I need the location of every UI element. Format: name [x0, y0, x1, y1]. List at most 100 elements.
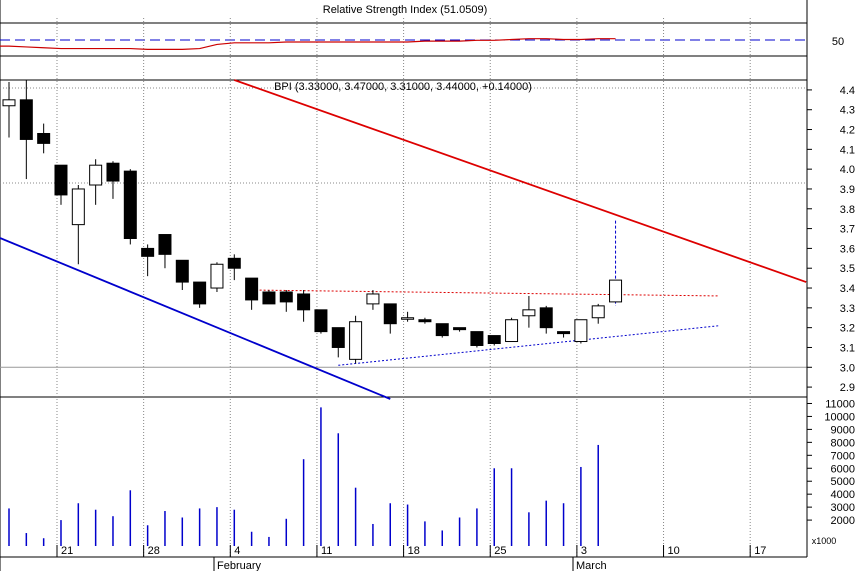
price-tick-label: 3.3 [840, 303, 855, 315]
x-tick-label: 4 [234, 545, 240, 557]
support-trend-line [0, 237, 391, 400]
candle [366, 290, 380, 310]
candle [331, 327, 345, 358]
candle [591, 303, 605, 324]
x-tick-label: 21 [61, 545, 73, 557]
candle [193, 281, 207, 308]
x-tick-label: 18 [408, 545, 420, 557]
volume-tick-label: 9000 [831, 424, 855, 436]
candle-body [71, 188, 85, 226]
candle-body [574, 319, 588, 343]
candle [418, 317, 432, 324]
rsi-title: Relative Strength Index (51.0509) [323, 4, 488, 16]
candle-body [37, 132, 51, 144]
volume-tick-label: 10000 [824, 411, 855, 423]
x-tick-label: 11 [321, 545, 332, 557]
candle-body [418, 319, 432, 323]
candle [2, 81, 16, 138]
candle-body [193, 281, 207, 305]
price-tick-label: 3.7 [840, 224, 855, 236]
candle [609, 220, 623, 306]
volume-tick-label: 4000 [831, 489, 855, 501]
price-tick-label: 3.0 [840, 362, 855, 374]
candle [71, 185, 85, 265]
candle-body [349, 321, 363, 360]
candle [89, 159, 103, 205]
candle [279, 290, 293, 312]
candle [574, 319, 588, 344]
candle [123, 169, 137, 245]
candle-body [366, 293, 380, 305]
candle [349, 315, 363, 364]
candle-body [453, 327, 467, 331]
horizontal-resistance-dotted-line [251, 289, 720, 297]
price-tick-label: 3.6 [840, 243, 855, 255]
candle-body [2, 99, 16, 107]
x-tick-label: 17 [754, 545, 766, 557]
candle [435, 323, 449, 338]
candle [401, 311, 415, 322]
candle [487, 335, 501, 346]
price-tick-label: 2.9 [840, 382, 855, 394]
candle-body [435, 323, 449, 337]
x-tick-label: 3 [581, 545, 587, 557]
candle-body [487, 335, 501, 345]
y-axes: 4.4 4.3 4.2 4.1 4.0 3.9 3.8 3.7 3.6 3.5 3.4 3.3 3.2 3… [806, 0, 855, 557]
candle-body [262, 291, 276, 305]
price-tick-label: 4.1 [840, 144, 855, 156]
x-axis: 21 28 4 11 18 25 3 10 17 February March [56, 545, 766, 571]
price-tick-label: 3.4 [840, 283, 855, 295]
price-tick-label: 3.1 [840, 342, 855, 354]
price-tick-label: 4.4 [840, 85, 855, 97]
candle [470, 331, 484, 348]
rising-support-dotted-line [338, 325, 720, 366]
candle-body [314, 309, 328, 333]
candle-body [89, 164, 103, 186]
x-tick-label: 25 [494, 545, 506, 557]
candle-body [141, 247, 155, 257]
price-tick-label: 3.8 [840, 204, 855, 216]
price-tick-label: 4.3 [840, 105, 855, 117]
candle-body [175, 259, 189, 283]
candle-body [297, 293, 311, 311]
rsi-level-label: 50 [832, 36, 844, 48]
price-panel [0, 79, 807, 556]
resistance-trend-line [233, 79, 807, 283]
candle [19, 80, 33, 180]
volume-tick-label: 5000 [831, 476, 855, 488]
candle [245, 277, 259, 310]
candle [54, 164, 68, 205]
volume-unit-label: x1000 [812, 536, 837, 546]
candle-body [123, 170, 137, 239]
candle [175, 259, 189, 291]
candle [158, 234, 172, 269]
month-label: March [576, 560, 607, 571]
candle-body [210, 263, 224, 289]
candle-body [383, 303, 397, 325]
candle-body [522, 309, 536, 317]
volume-tick-label: 6000 [831, 463, 855, 475]
volume-tick-label: 2000 [831, 515, 855, 527]
candle-body [106, 162, 120, 182]
candle-body [539, 307, 553, 329]
candle-body [557, 331, 571, 335]
candle-body [227, 257, 241, 269]
x-tick-label: 28 [148, 545, 160, 557]
candle-body [279, 291, 293, 303]
candle [505, 317, 519, 343]
candle [210, 262, 224, 292]
candle-body [245, 277, 259, 301]
candle [141, 244, 155, 277]
candle [453, 327, 467, 332]
price-tick-label: 4.0 [840, 164, 855, 176]
volume-tick-label: 8000 [831, 437, 855, 449]
candle-body [54, 164, 68, 196]
candle [383, 303, 397, 334]
candle [297, 290, 311, 322]
candle-body [470, 331, 484, 346]
price-tick-label: 3.9 [840, 184, 855, 196]
rsi-panel [0, 0, 807, 571]
x-tick-label: 10 [668, 545, 680, 557]
candle [227, 254, 241, 281]
